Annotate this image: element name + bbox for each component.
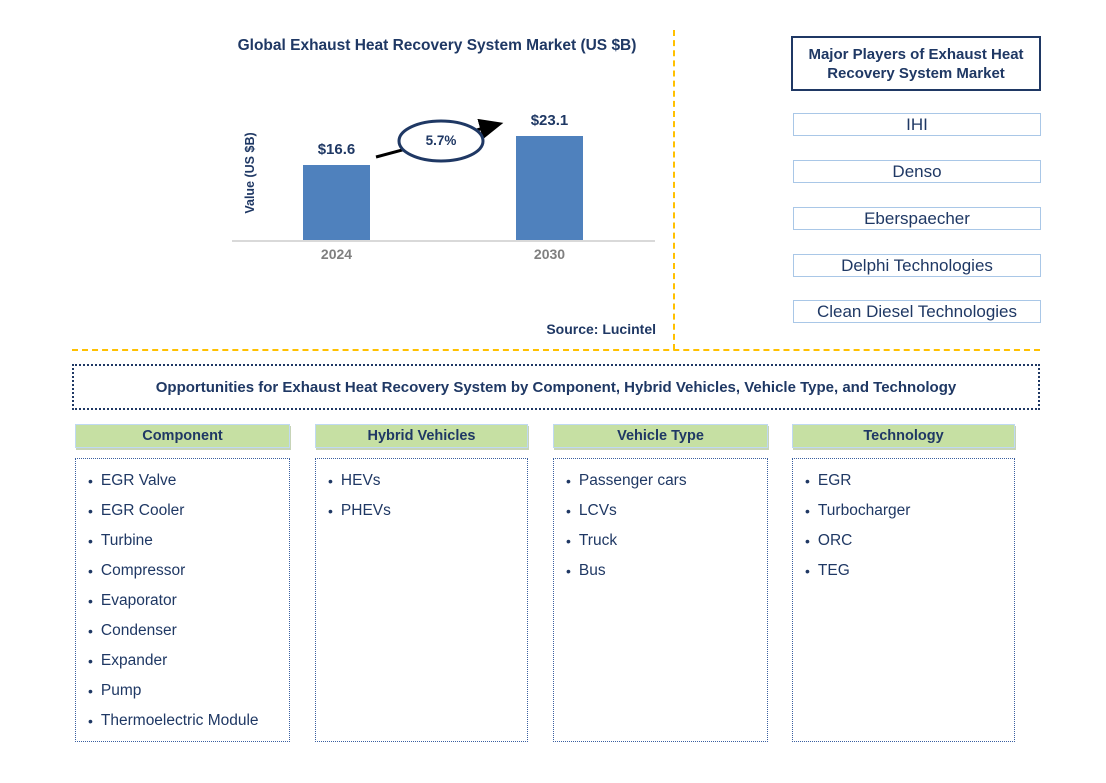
bullet-icon: • bbox=[566, 473, 571, 489]
list-item: • Evaporator bbox=[88, 592, 177, 609]
bar-chart-plot-area: $16.6 $23.1 bbox=[232, 100, 655, 241]
chart-title: Global Exhaust Heat Recovery System Mark… bbox=[237, 37, 637, 54]
bar-2024 bbox=[303, 165, 370, 241]
bullet-icon: • bbox=[88, 713, 93, 729]
column-header-vehicle-type: Vehicle Type bbox=[553, 424, 768, 448]
x-tick-2030: 2030 bbox=[533, 246, 566, 262]
bar-value-2024: $16.6 bbox=[317, 141, 356, 158]
list-item: • Passenger cars bbox=[566, 472, 687, 489]
x-tick-2024: 2024 bbox=[320, 246, 353, 262]
vehicle-type-list: • Passenger cars • LCVs • Truck • Bus bbox=[553, 458, 768, 742]
bullet-icon: • bbox=[88, 503, 93, 519]
bullet-icon: • bbox=[805, 503, 810, 519]
player-item-ihi: IHI bbox=[793, 113, 1041, 136]
bullet-icon: • bbox=[88, 563, 93, 579]
x-axis-line bbox=[232, 240, 655, 242]
opportunities-title: Opportunities for Exhaust Heat Recovery … bbox=[72, 364, 1040, 410]
bullet-icon: • bbox=[566, 563, 571, 579]
bullet-icon: • bbox=[805, 563, 810, 579]
vertical-divider bbox=[673, 30, 675, 350]
bullet-icon: • bbox=[88, 623, 93, 639]
column-header-component: Component bbox=[75, 424, 290, 448]
list-item: • Turbocharger bbox=[805, 502, 911, 519]
players-panel-title: Major Players of Exhaust Heat Recovery S… bbox=[791, 36, 1041, 91]
list-item: • TEG bbox=[805, 562, 850, 579]
list-item: • Condenser bbox=[88, 622, 177, 639]
list-item: • ORC bbox=[805, 532, 853, 549]
bullet-icon: • bbox=[328, 503, 333, 519]
column-header-technology: Technology bbox=[792, 424, 1015, 448]
list-item: • Compressor bbox=[88, 562, 186, 579]
list-item: • Pump bbox=[88, 682, 142, 699]
player-item-eberspaecher: Eberspaecher bbox=[793, 207, 1041, 230]
bullet-icon: • bbox=[88, 653, 93, 669]
bullet-icon: • bbox=[88, 593, 93, 609]
hybrid-vehicles-list: • HEVs • PHEVs bbox=[315, 458, 528, 742]
list-item: • HEVs bbox=[328, 472, 381, 489]
bullet-icon: • bbox=[328, 473, 333, 489]
list-item: • Expander bbox=[88, 652, 168, 669]
bullet-icon: • bbox=[805, 473, 810, 489]
bullet-icon: • bbox=[566, 533, 571, 549]
cagr-label: 5.7% bbox=[425, 133, 457, 148]
list-item: • LCVs bbox=[566, 502, 617, 519]
technology-list: • EGR • Turbocharger • ORC • TEG bbox=[792, 458, 1015, 742]
bullet-icon: • bbox=[88, 473, 93, 489]
bullet-icon: • bbox=[566, 503, 571, 519]
player-item-denso: Denso bbox=[793, 160, 1041, 183]
source-label: Source: Lucintel bbox=[546, 321, 656, 337]
list-item: • Thermoelectric Module bbox=[88, 712, 259, 729]
player-item-delphi-technologies: Delphi Technologies bbox=[793, 254, 1041, 277]
list-item: • Truck bbox=[566, 532, 618, 549]
player-item-clean-diesel-technologies: Clean Diesel Technologies bbox=[793, 300, 1041, 323]
bullet-icon: • bbox=[88, 683, 93, 699]
list-item: • EGR Cooler bbox=[88, 502, 185, 519]
list-item: • Bus bbox=[566, 562, 606, 579]
list-item: • EGR bbox=[805, 472, 852, 489]
list-item: • EGR Valve bbox=[88, 472, 177, 489]
bullet-icon: • bbox=[88, 533, 93, 549]
list-item: • Turbine bbox=[88, 532, 153, 549]
bullet-icon: • bbox=[805, 533, 810, 549]
list-item: • PHEVs bbox=[328, 502, 391, 519]
bar-value-2030: $23.1 bbox=[530, 112, 569, 129]
horizontal-divider bbox=[72, 349, 1040, 351]
column-header-hybrid-vehicles: Hybrid Vehicles bbox=[315, 424, 528, 448]
component-list: • EGR Valve • EGR Cooler • Turbine • Compressor… bbox=[75, 458, 290, 742]
bar-2030 bbox=[516, 136, 583, 241]
